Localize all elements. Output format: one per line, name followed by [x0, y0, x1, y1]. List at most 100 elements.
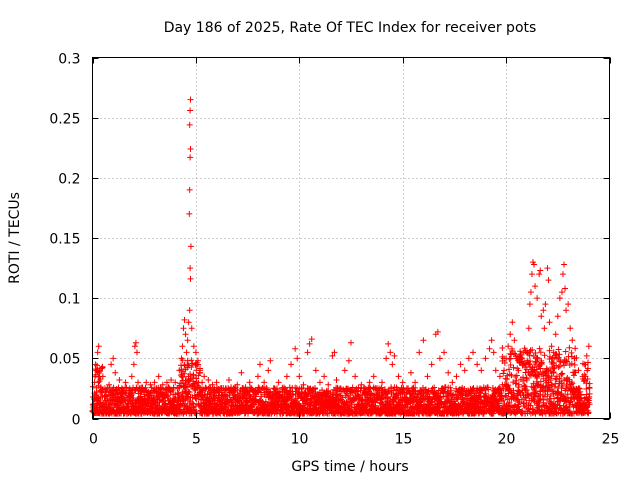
data-point	[407, 369, 414, 376]
background-point	[164, 393, 171, 400]
background-point	[97, 376, 104, 383]
background-point	[358, 397, 365, 404]
data-point	[412, 379, 419, 386]
data-point	[108, 361, 115, 368]
background-point	[170, 384, 177, 391]
data-point	[537, 267, 544, 274]
data-point	[225, 376, 232, 383]
data-point	[465, 355, 472, 362]
data-point	[565, 301, 572, 308]
data-point	[345, 357, 352, 364]
data-point	[383, 355, 390, 362]
data-point	[526, 301, 533, 308]
background-point	[371, 386, 378, 393]
data-point	[183, 349, 190, 356]
data-point	[187, 145, 194, 152]
data-point	[312, 367, 319, 374]
background-point	[187, 376, 194, 383]
data-point	[428, 361, 435, 368]
data-point	[583, 352, 590, 359]
data-point	[283, 373, 290, 380]
background-point	[165, 392, 172, 399]
data-point	[434, 328, 441, 335]
background-point	[273, 385, 280, 392]
background-point	[186, 389, 193, 396]
data-point	[254, 373, 261, 380]
chart-title: Day 186 of 2025, Rate Of TEC Index for r…	[164, 20, 537, 36]
data-point	[190, 343, 197, 350]
data-point	[181, 316, 188, 323]
x-tick-label: 10	[291, 432, 309, 448]
data-point	[187, 107, 194, 114]
data-point	[556, 295, 563, 302]
data-point	[261, 379, 268, 386]
data-point	[94, 349, 101, 356]
background-point	[192, 395, 199, 402]
data-points	[89, 96, 593, 417]
background-point	[99, 363, 106, 370]
data-point	[507, 331, 514, 338]
data-point	[134, 379, 141, 386]
data-point	[288, 361, 295, 368]
background-point	[191, 406, 198, 413]
data-point	[348, 339, 354, 346]
data-point	[445, 369, 452, 376]
data-point	[151, 379, 158, 386]
data-point	[95, 343, 102, 350]
background-point	[227, 396, 234, 403]
data-point	[536, 271, 543, 278]
background-point	[144, 399, 151, 406]
background-point	[352, 396, 359, 403]
data-point	[387, 349, 394, 356]
data-point	[333, 376, 340, 383]
data-point	[501, 367, 508, 374]
data-point	[545, 277, 552, 284]
background-point	[189, 360, 196, 367]
data-point	[534, 295, 541, 302]
data-point	[122, 379, 129, 386]
data-point	[416, 349, 423, 356]
data-point	[509, 319, 516, 326]
background-point	[572, 345, 579, 352]
background-point	[391, 398, 398, 405]
data-point	[329, 352, 336, 359]
background-point	[537, 349, 544, 356]
data-point	[128, 373, 135, 380]
data-point	[132, 339, 139, 346]
data-point	[379, 379, 386, 386]
data-point	[546, 319, 553, 326]
data-point	[449, 379, 456, 386]
data-point	[441, 349, 448, 356]
x-tick-label: 20	[498, 432, 516, 448]
data-point	[186, 210, 193, 217]
data-point	[168, 376, 175, 383]
data-point	[306, 340, 313, 347]
data-point	[110, 355, 117, 362]
background-point	[559, 370, 566, 377]
data-point	[275, 379, 282, 386]
data-point	[391, 352, 398, 359]
data-point	[186, 121, 193, 128]
background-point	[379, 400, 386, 407]
background-point	[190, 380, 197, 387]
data-point	[294, 355, 301, 362]
data-point	[112, 369, 119, 376]
data-point	[544, 265, 551, 272]
background-point	[571, 361, 578, 368]
data-point	[562, 285, 569, 292]
data-point	[130, 361, 137, 368]
data-point	[531, 261, 538, 268]
data-point	[548, 343, 555, 350]
data-point	[541, 325, 548, 332]
data-point	[187, 96, 194, 103]
data-point	[180, 325, 187, 332]
data-point	[470, 349, 477, 356]
y-tick-label: 0.2	[58, 172, 80, 188]
data-point	[201, 373, 208, 380]
background-point	[97, 399, 104, 406]
background-point	[179, 357, 186, 364]
data-point	[563, 307, 570, 314]
data-point	[538, 313, 545, 320]
y-tick-labels: 0 0.05 0.1 0.15 0.2 0.25 0.3	[49, 52, 80, 429]
data-point	[527, 289, 534, 296]
